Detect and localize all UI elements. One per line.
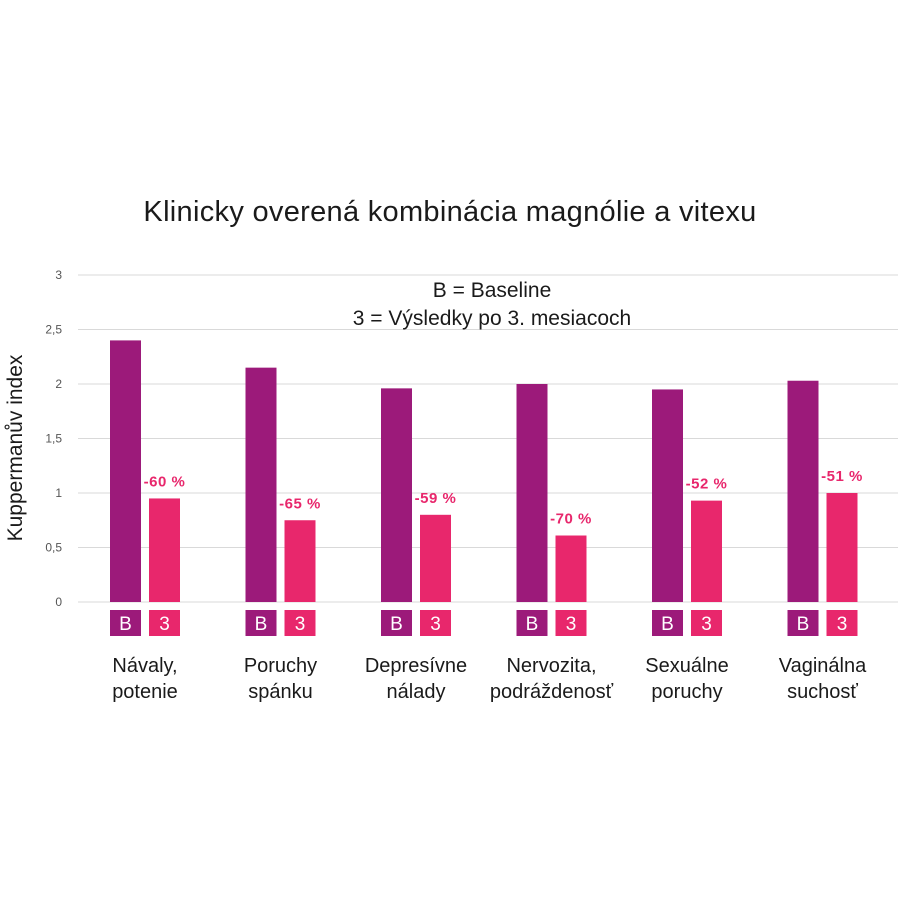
legend-line: B = Baseline [433, 279, 552, 302]
series-badge [149, 610, 180, 636]
series-badge-label: B [526, 614, 539, 635]
y-tick-label: 1,5 [45, 432, 62, 446]
category-label: potenie [112, 681, 178, 703]
bar-month3 [284, 520, 316, 602]
y-tick-label: 2 [55, 377, 62, 391]
y-tick-label: 0 [55, 595, 62, 609]
bar-month3 [555, 535, 587, 602]
series-badge-label: 3 [837, 614, 848, 635]
series-badge-label: 3 [701, 614, 712, 635]
data-label: -70 % [550, 511, 592, 528]
y-tick-label: 0,5 [45, 541, 62, 555]
series-badge-label: B [661, 614, 674, 635]
grid-layer [78, 274, 898, 603]
category-label: podráždenosť [490, 681, 614, 703]
y-tick-label: 2,5 [45, 323, 62, 337]
y-tick-label: 1 [55, 486, 62, 500]
chart-title: Klinicky overená kombinácia magnólie a v… [143, 196, 757, 228]
bar-baseline [110, 340, 141, 602]
category-labels: Návaly, potenie Poruchy spánku Depresívne nál… [112, 655, 867, 703]
series-badges: B 3 B 3 B 3 B 3 B 3 B 3 [110, 610, 858, 636]
series-badge-label: B [390, 614, 403, 635]
y-tick-label: 3 [55, 268, 62, 282]
category-label: Návaly, [112, 655, 177, 677]
category-label: suchosť [787, 681, 858, 703]
category-label: Depresívne [365, 655, 467, 677]
series-badge-label: 3 [295, 614, 306, 635]
category-label: Vaginálna [779, 655, 867, 677]
series-badge-label: B [797, 614, 810, 635]
data-label: -60 % [144, 473, 186, 490]
bar-baseline [787, 380, 819, 602]
series-badge [516, 610, 548, 636]
category-label: Nervozita, [506, 655, 596, 677]
category-label: spánku [248, 681, 313, 703]
legend-text: B = Baseline 3 = Výsledky po 3. mesiacoch [353, 279, 631, 330]
bar-month3 [826, 493, 858, 602]
data-label: -52 % [686, 476, 728, 493]
bars [110, 340, 858, 602]
series-badge-label: 3 [566, 614, 577, 635]
data-label: -51 % [821, 468, 863, 485]
category-label: Poruchy [244, 655, 317, 677]
series-badge [420, 610, 451, 636]
bar-baseline [516, 384, 548, 602]
series-badge [787, 610, 819, 636]
data-label: -59 % [415, 490, 457, 507]
bar-month3 [149, 498, 180, 602]
series-badge [691, 610, 722, 636]
category-label: nálady [387, 681, 446, 703]
bar-baseline [652, 389, 683, 602]
y-axis-ticks: 0 0,5 1 1,5 2 2,5 3 [45, 268, 62, 609]
series-badge [284, 610, 316, 636]
bar-month3 [420, 514, 451, 602]
bar-baseline [245, 367, 277, 602]
bar-baseline [381, 388, 412, 602]
series-badge [381, 610, 412, 636]
series-badge-label: B [255, 614, 268, 635]
category-label: Sexuálne [645, 655, 728, 677]
series-badge [245, 610, 277, 636]
data-label: -65 % [279, 495, 321, 512]
series-badge [555, 610, 587, 636]
data-labels: -60 % -65 % -59 % -70 % -52 % -51 % [144, 468, 863, 528]
series-badge [826, 610, 858, 636]
legend-line: 3 = Výsledky po 3. mesiacoch [353, 307, 631, 330]
series-badge-label: 3 [159, 614, 170, 635]
series-badge [652, 610, 683, 636]
y-axis-label: Kuppermanův index [4, 354, 27, 541]
bar-month3 [691, 500, 722, 602]
series-badge [110, 610, 141, 636]
series-badge-label: B [119, 614, 132, 635]
category-label: poruchy [651, 681, 722, 703]
series-badge-label: 3 [430, 614, 441, 635]
